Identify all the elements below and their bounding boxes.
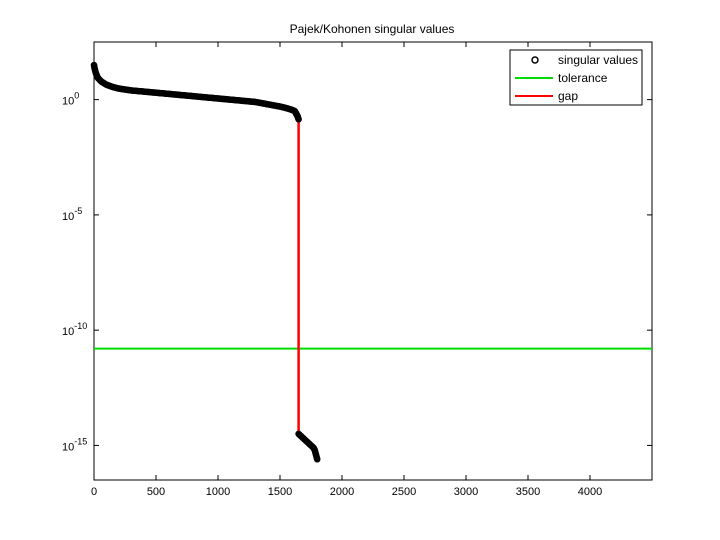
x-tick-label: 3500 — [516, 486, 540, 498]
x-tick-label: 2500 — [392, 486, 416, 498]
legend-marker-singular-values — [531, 56, 539, 64]
x-tick-label: 1500 — [268, 486, 292, 498]
legend-label-singular-values: singular values — [558, 53, 638, 67]
legend-label-gap: gap — [558, 89, 578, 103]
x-tick-label: 3000 — [454, 486, 478, 498]
axes-frame — [93, 41, 653, 481]
plot-area — [93, 41, 653, 481]
singular-value-point — [295, 115, 302, 123]
legend: singular values tolerance gap — [509, 49, 643, 106]
chart-title: Pajek/Kohonen singular values — [290, 22, 455, 36]
x-tick-label: 2000 — [330, 486, 354, 498]
x-tick-label: 500 — [147, 486, 165, 498]
x-tick-label: 1000 — [206, 486, 230, 498]
x-tick-label: 4000 — [578, 486, 602, 498]
x-axis: 0 500 1000 1500 2000 2500 3000 3500 4000 — [91, 42, 602, 498]
legend-label-tolerance: tolerance — [558, 71, 608, 85]
singular-value-point — [313, 455, 321, 463]
series-layer — [90, 61, 652, 463]
x-tick-label: 0 — [91, 486, 97, 498]
